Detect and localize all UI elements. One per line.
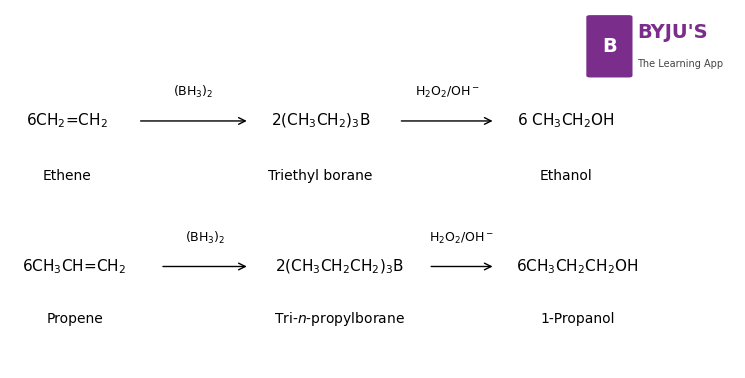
Text: Tri-$n$-propylborane: Tri-$n$-propylborane	[273, 310, 405, 328]
Text: Triethyl borane: Triethyl borane	[268, 169, 372, 183]
FancyBboxPatch shape	[586, 15, 633, 77]
Text: 2(CH$_3$CH$_2$CH$_2$)$_3$B: 2(CH$_3$CH$_2$CH$_2$)$_3$B	[274, 257, 404, 276]
Text: 6CH$_3$CH=CH$_2$: 6CH$_3$CH=CH$_2$	[22, 257, 127, 276]
Text: 6 CH$_3$CH$_2$OH: 6 CH$_3$CH$_2$OH	[518, 112, 615, 130]
Text: The Learning App: The Learning App	[637, 59, 723, 69]
Text: (BH$_3$)$_2$: (BH$_3$)$_2$	[174, 84, 214, 100]
Text: Ethene: Ethene	[42, 169, 92, 183]
Text: H$_2$O$_2$/OH$^-$: H$_2$O$_2$/OH$^-$	[414, 85, 480, 100]
Text: H$_2$O$_2$/OH$^-$: H$_2$O$_2$/OH$^-$	[429, 231, 495, 246]
Text: 6CH$_2$=CH$_2$: 6CH$_2$=CH$_2$	[26, 112, 108, 130]
Text: (BH$_3$)$_2$: (BH$_3$)$_2$	[185, 229, 225, 246]
Text: 1-Propanol: 1-Propanol	[540, 312, 615, 327]
Text: 2(CH$_3$CH$_2$)$_3$B: 2(CH$_3$CH$_2$)$_3$B	[270, 112, 370, 130]
Text: Ethanol: Ethanol	[540, 169, 592, 183]
Text: 6CH$_3$CH$_2$CH$_2$OH: 6CH$_3$CH$_2$CH$_2$OH	[516, 257, 638, 276]
Text: BYJU'S: BYJU'S	[637, 23, 708, 42]
Text: Propene: Propene	[46, 312, 103, 327]
Text: B: B	[602, 37, 617, 56]
